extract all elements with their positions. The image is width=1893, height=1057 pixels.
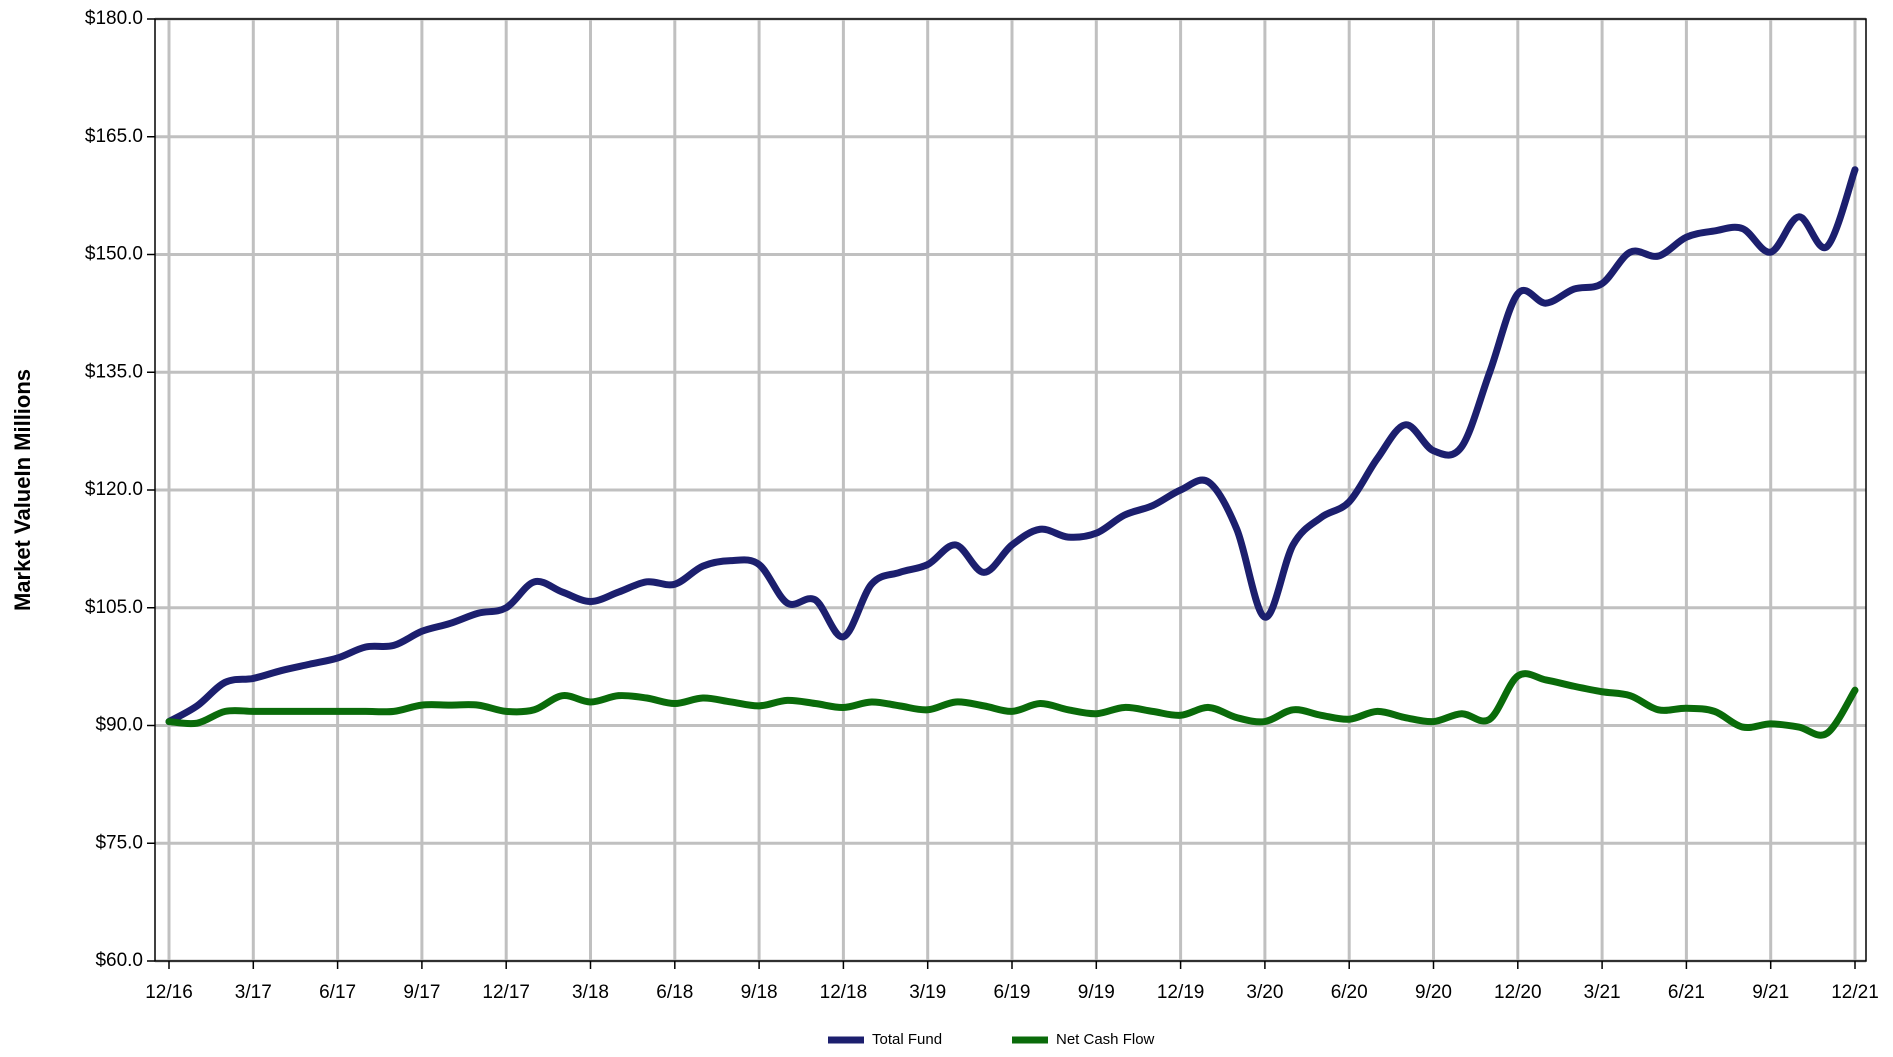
x-tick-label: 6/17 bbox=[319, 982, 356, 1003]
x-tick-label: 3/20 bbox=[1246, 982, 1283, 1003]
y-axis-label: Market ValueIn Millions bbox=[10, 369, 35, 611]
x-tick-label: 6/18 bbox=[656, 982, 693, 1003]
x-tick-label: 12/19 bbox=[1157, 982, 1205, 1003]
y-tick-label: $105.0 bbox=[85, 597, 143, 618]
x-tick-label: 6/20 bbox=[1331, 982, 1368, 1003]
x-tick-label: 12/20 bbox=[1494, 982, 1542, 1003]
x-tick-label: 6/19 bbox=[994, 982, 1031, 1003]
legend-label: Net Cash Flow bbox=[1056, 1031, 1155, 1048]
x-tick-label: 6/21 bbox=[1668, 982, 1705, 1003]
y-tick-label: $60.0 bbox=[95, 950, 143, 971]
y-tick-label: $75.0 bbox=[95, 832, 143, 853]
y-tick-label: $135.0 bbox=[85, 361, 143, 382]
legend-label: Total Fund bbox=[872, 1031, 942, 1048]
series-line bbox=[165, 166, 1859, 726]
y-tick-label: $165.0 bbox=[85, 126, 143, 147]
x-tick-label: 12/16 bbox=[145, 982, 193, 1003]
x-tick-label: 3/19 bbox=[909, 982, 946, 1003]
x-tick-label: 9/20 bbox=[1415, 982, 1452, 1003]
y-tick-label: $150.0 bbox=[85, 244, 143, 265]
x-tick-label: 12/18 bbox=[820, 982, 868, 1003]
x-tick-label: 9/18 bbox=[741, 982, 778, 1003]
x-tick-label: 12/21 bbox=[1831, 982, 1879, 1003]
x-tick-label: 9/17 bbox=[403, 982, 440, 1003]
series-line bbox=[165, 670, 1859, 739]
x-tick-label: 9/21 bbox=[1752, 982, 1789, 1003]
plot-frame bbox=[154, 18, 1867, 962]
x-tick-label: 3/21 bbox=[1584, 982, 1621, 1003]
x-tick-label: 12/17 bbox=[482, 982, 530, 1003]
y-tick-label: $90.0 bbox=[95, 715, 143, 736]
x-tick-label: 3/18 bbox=[572, 982, 609, 1003]
y-tick-label: $180.0 bbox=[85, 8, 143, 29]
y-tick-label: $120.0 bbox=[85, 479, 143, 500]
x-tick-label: 9/19 bbox=[1078, 982, 1115, 1003]
x-tick-label: 3/17 bbox=[235, 982, 272, 1003]
